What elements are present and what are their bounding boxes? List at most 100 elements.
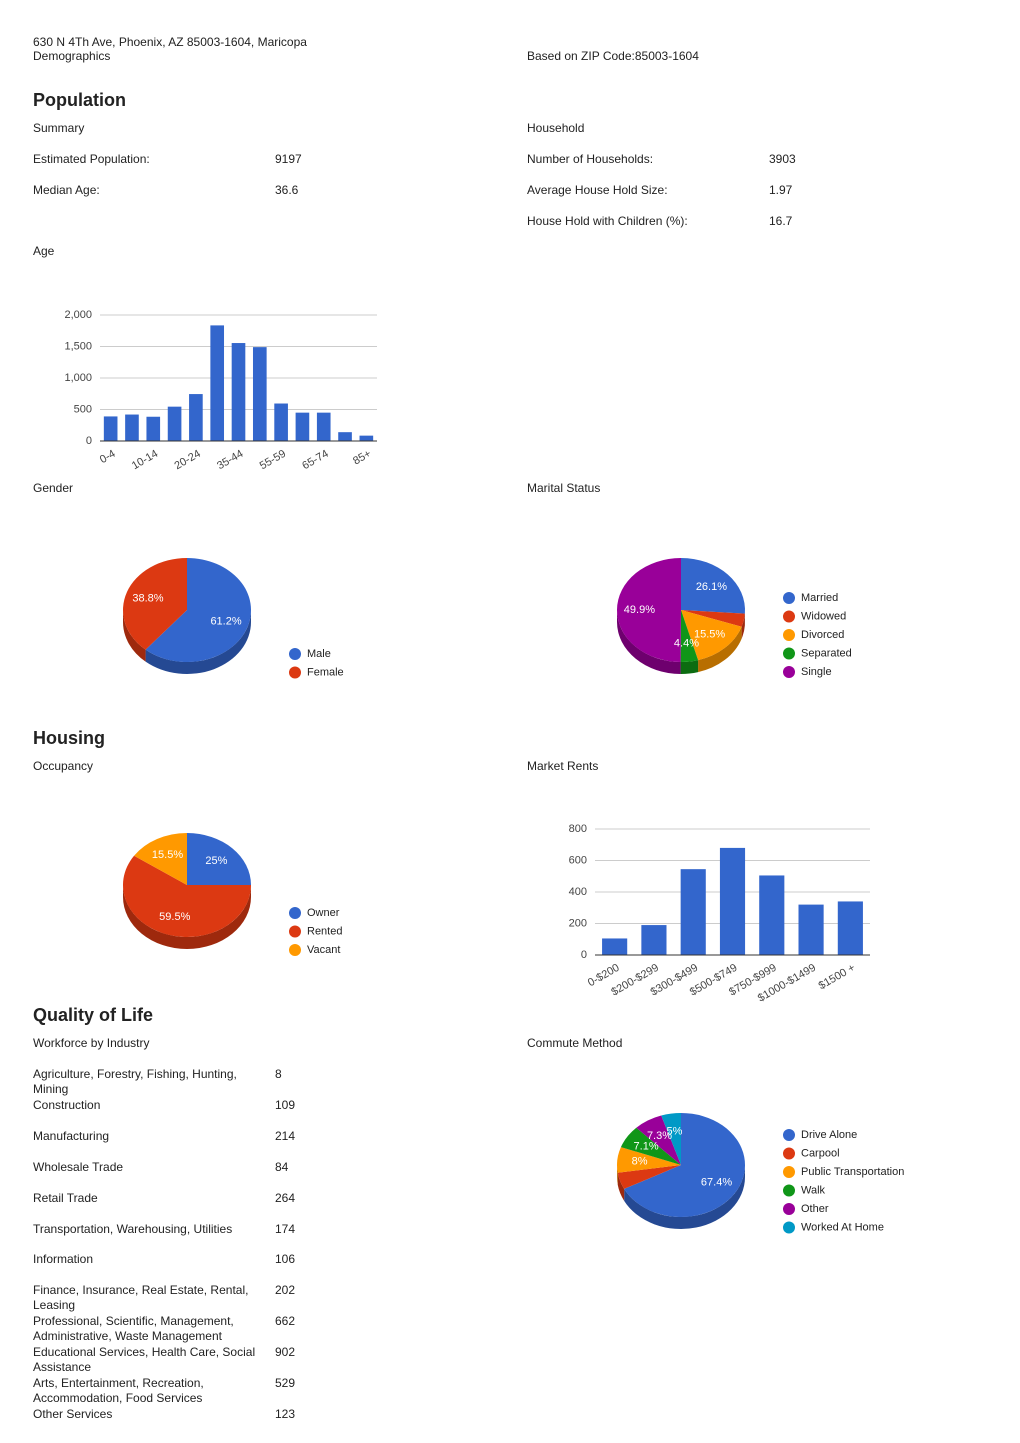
y-tick-label: 1,500 <box>64 340 92 352</box>
pie-slice <box>681 558 745 626</box>
pie-top <box>680 610 699 662</box>
pie-slice <box>187 833 251 885</box>
row-value: 36.6 <box>275 183 299 197</box>
bar <box>680 869 706 955</box>
pie-top <box>617 1165 681 1189</box>
row-label: House Hold with Children (%): <box>527 214 688 228</box>
bar <box>274 403 288 441</box>
row-value: 202 <box>275 1283 296 1298</box>
x-tick-label: 10-14 <box>130 448 160 472</box>
bar <box>231 343 246 441</box>
legend-label: Widowed <box>801 610 846 622</box>
row-label: Average House Hold Size: <box>527 183 668 197</box>
pie-slice <box>661 1113 681 1165</box>
pie-top <box>636 1115 681 1165</box>
pie-top <box>681 558 745 614</box>
row-label: Wholesale Trade <box>33 1159 124 1174</box>
x-tick-label: 20-24 <box>172 448 202 472</box>
pie-slice <box>680 610 699 674</box>
pie-slice <box>617 1165 681 1201</box>
bar <box>359 435 374 441</box>
legend-swatch <box>289 907 301 919</box>
legend-label: Owner <box>307 907 340 919</box>
row-value: 9197 <box>275 152 302 166</box>
pie-slice <box>617 1147 681 1185</box>
pie-top <box>624 1113 745 1217</box>
slice-label: 4.4% <box>674 637 699 649</box>
x-tick-label: 85+ <box>351 448 373 468</box>
chart-title: Commute Method <box>527 1036 623 1050</box>
legend-swatch <box>289 666 301 679</box>
bar <box>602 938 628 955</box>
row-label: Transportation, Warehousing, Utilities <box>33 1221 233 1236</box>
slice-label: 49.9% <box>624 604 655 616</box>
row-value: 1.97 <box>769 183 793 197</box>
row-value: 8 <box>275 1067 282 1081</box>
row-label: Arts, Entertainment, Recreation, Accommo… <box>33 1376 204 1405</box>
legend-swatch <box>783 1203 795 1215</box>
chart-title: Marital Status <box>527 481 601 495</box>
bar <box>103 416 118 441</box>
subsection-title: Household <box>527 121 585 135</box>
bar <box>295 412 310 441</box>
x-tick-label: 0-4 <box>98 448 118 466</box>
row-label: Construction <box>33 1097 101 1112</box>
subsection-title: Workforce by Industry <box>33 1036 150 1050</box>
legend-label: Carpool <box>801 1147 840 1159</box>
pie-side <box>617 610 681 674</box>
row-label: Other Services <box>33 1406 113 1421</box>
row-value: 174 <box>275 1221 296 1236</box>
bar <box>759 875 785 955</box>
bar <box>798 904 824 955</box>
row-value: 16.7 <box>769 214 793 228</box>
y-tick-label: 0 <box>581 949 587 961</box>
pie-side <box>617 1165 618 1185</box>
legend-label: Public Transportation <box>801 1166 904 1178</box>
legend-swatch <box>289 944 301 956</box>
legend-label: Female <box>307 666 344 678</box>
bar <box>146 416 161 441</box>
row-value: 662 <box>275 1314 296 1329</box>
pie-slice <box>681 610 745 639</box>
bar <box>210 325 225 441</box>
bar <box>252 347 267 441</box>
slice-label: 67.4% <box>701 1176 732 1188</box>
row-label: Number of Households: <box>527 152 654 166</box>
pie-top <box>145 558 251 662</box>
y-tick-label: 400 <box>569 886 587 898</box>
bar <box>316 412 331 441</box>
legend-swatch <box>783 666 795 678</box>
slice-label: 15.5% <box>152 849 183 861</box>
legend-swatch <box>289 648 301 660</box>
legend-swatch <box>783 1129 795 1141</box>
pie-side <box>123 885 251 949</box>
row-label: Educational Services, Health Care, Socia… <box>33 1345 256 1374</box>
row-value: 106 <box>275 1252 296 1267</box>
pie-top <box>681 610 745 627</box>
chart-title: Market Rents <box>527 759 599 773</box>
bar <box>641 925 667 955</box>
slice-label: 5% <box>667 1126 683 1138</box>
row-label: Median Age: <box>33 183 100 197</box>
row-value: 264 <box>275 1190 296 1205</box>
legend-label: Vacant <box>307 944 340 956</box>
pie-top <box>620 1127 681 1165</box>
pie-side <box>145 610 251 674</box>
bar <box>167 406 182 441</box>
subsection-title: Summary <box>33 121 85 135</box>
slice-label: 59.5% <box>159 911 190 923</box>
row-label: Manufacturing <box>33 1128 110 1143</box>
y-tick-label: 1,000 <box>64 372 92 384</box>
pie-top <box>617 1147 681 1173</box>
y-tick-label: 500 <box>74 403 92 415</box>
slice-label: 38.8% <box>132 592 163 604</box>
legend-label: Married <box>801 592 838 604</box>
pie-slice <box>624 1113 745 1229</box>
pie-side <box>698 626 742 673</box>
row-label: Retail Trade <box>33 1190 98 1205</box>
row-label: Agriculture, Forestry, Fishing, Hunting,… <box>33 1067 237 1096</box>
slice-label: 7.3% <box>647 1130 672 1142</box>
legend-swatch <box>289 925 301 938</box>
basis: Based on ZIP Code:85003-1604 <box>527 49 699 63</box>
